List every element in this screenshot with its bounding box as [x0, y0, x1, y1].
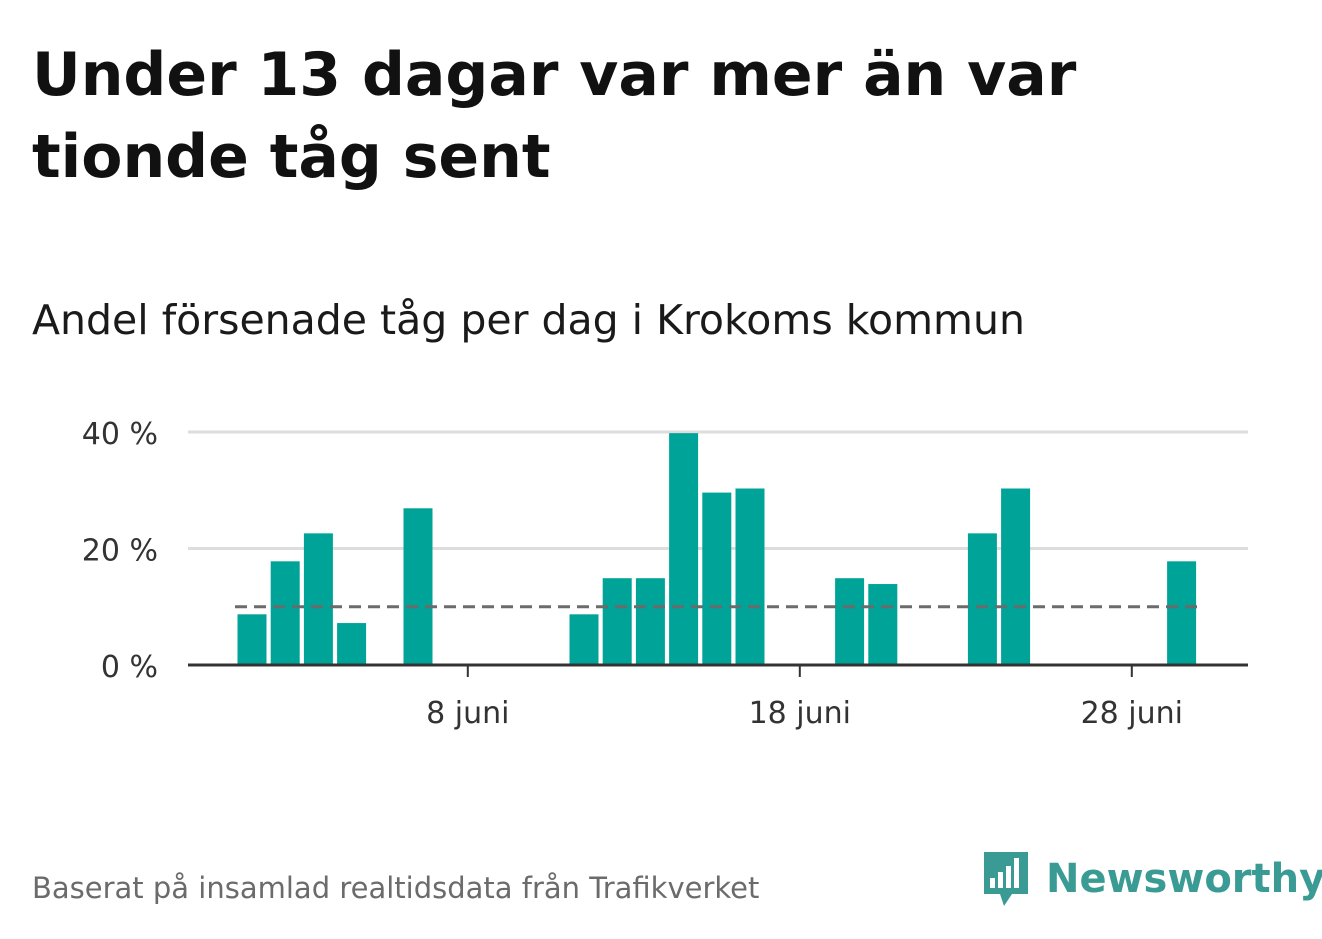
chart-title: Under 13 dagar var mer än var tionde tåg… — [32, 40, 1077, 192]
bar — [237, 614, 267, 665]
x-tick-label: 18 juni — [749, 696, 851, 731]
bar — [602, 578, 632, 665]
y-axis-ticks: 0 % 20 % 40 % — [82, 417, 158, 685]
x-tick-label: 28 juni — [1081, 696, 1183, 731]
bar — [1001, 488, 1031, 665]
brand-name: Newsworthy — [1046, 856, 1322, 902]
bar — [868, 584, 898, 665]
newsworthy-logo-icon — [984, 852, 1028, 906]
bar — [702, 492, 732, 665]
source-note: Baserat på insamlad realtidsdata från Tr… — [32, 871, 760, 905]
bar — [635, 578, 665, 665]
y-tick-label: 40 % — [82, 417, 158, 452]
bar — [270, 561, 300, 665]
bar — [403, 508, 433, 665]
bar — [835, 578, 865, 665]
y-tick-label: 20 % — [82, 534, 158, 569]
x-tick-label: 8 juni — [426, 696, 509, 731]
bar — [337, 623, 367, 665]
x-axis-ticks: 8 juni 18 juni 28 juni — [426, 665, 1183, 731]
bar-chart: 0 % 20 % 40 % 8 juni 18 juni 28 juni — [82, 417, 1248, 731]
y-tick-label: 0 % — [101, 650, 158, 685]
bar — [569, 614, 599, 665]
bars — [237, 433, 1197, 665]
bar — [669, 433, 699, 665]
bar — [735, 488, 765, 665]
bar — [967, 533, 997, 665]
bar — [303, 533, 333, 665]
bar — [1167, 561, 1197, 665]
brand-logo: Newsworthy — [980, 848, 1322, 910]
chart-subtitle: Andel försenade tåg per dag i Krokoms ko… — [32, 296, 1025, 344]
